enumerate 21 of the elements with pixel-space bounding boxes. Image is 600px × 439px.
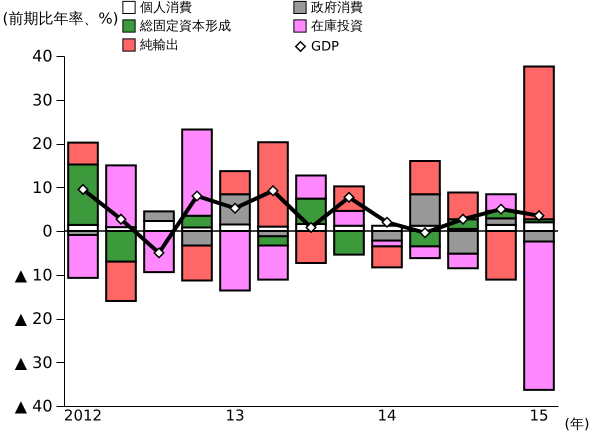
legend-label: 政府消費 (311, 0, 363, 16)
legend-label: 個人消費 (140, 0, 192, 16)
legend-label: GDP (311, 40, 340, 54)
x-tick-label: 14 (377, 406, 397, 424)
y-tick-label: 0 (42, 222, 52, 240)
x-axis-title: (年) (564, 416, 590, 432)
y-tick-label: ▲ 20 (14, 309, 52, 328)
x-tick-label: 13 (225, 406, 245, 424)
y-tick-label: 20 (32, 134, 52, 153)
legend-label: 総固定資本形成 (139, 19, 231, 34)
x-tick-label: 2012 (64, 406, 102, 424)
y-tick-label: ▲ 30 (14, 352, 52, 372)
x-tick-label: 15 (529, 406, 549, 424)
y-tick-label: 10 (32, 178, 52, 197)
y-tick-label: ▲ 40 (14, 396, 52, 416)
legend-label: 在庫投資 (311, 18, 363, 34)
y-tick-label: 30 (32, 90, 52, 110)
legend-label: 純輸出 (140, 38, 179, 53)
y-tick-label: ▲ 10 (14, 265, 52, 284)
y-axis-title: (前期比年率、%) (2, 10, 118, 28)
y-tick-label: 40 (32, 46, 52, 66)
